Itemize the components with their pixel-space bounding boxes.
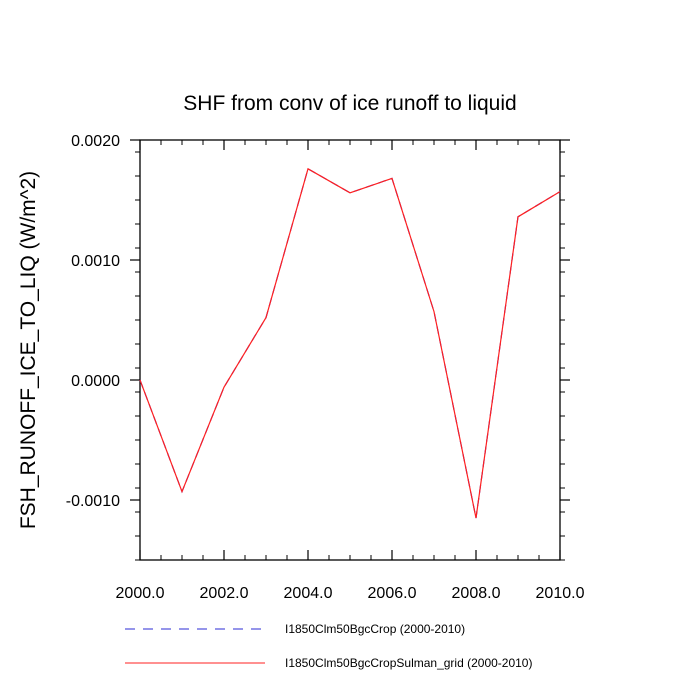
y-tick-label: -0.0010 (66, 493, 120, 510)
x-tick-label: 2006.0 (368, 585, 417, 602)
y-tick-label: 0.0020 (71, 133, 120, 150)
series-lines (139, 167, 561, 519)
y-tick-label: 0.0000 (71, 373, 120, 390)
major-ticks (130, 139, 570, 560)
y-tick-labels: -0.0010 0.0000 0.0010 0.0020 (66, 133, 120, 510)
y-tick-label: 0.0010 (71, 253, 120, 270)
x-tick-label: 2010.0 (536, 585, 585, 602)
legend-label-1: I1850Clm50BgcCrop (2000-2010) (285, 622, 465, 636)
chart-title: SHF from conv of ice runoff to liquid (183, 92, 516, 115)
x-tick-labels: 2000.0 2002.0 2004.0 2006.0 2008.0 2010.0 (116, 585, 585, 602)
x-tick-label: 2000.0 (116, 585, 165, 602)
plot-frame (139, 139, 561, 561)
minor-ticks (135, 140, 565, 561)
series-line-2 (139, 167, 561, 519)
x-tick-label: 2004.0 (284, 585, 333, 602)
legend-label-2: I1850Clm50BgcCropSulman_grid (2000-2010) (285, 656, 532, 670)
x-tick-label: 2002.0 (200, 585, 249, 602)
legend: I1850Clm50BgcCrop (2000-2010) I1850Clm50B… (125, 622, 532, 670)
x-tick-label: 2008.0 (452, 585, 501, 602)
series-line-1 (139, 167, 561, 519)
y-axis-label: FSH_RUNOFF_ICE_TO_LIQ (W/m^2) (17, 171, 40, 529)
